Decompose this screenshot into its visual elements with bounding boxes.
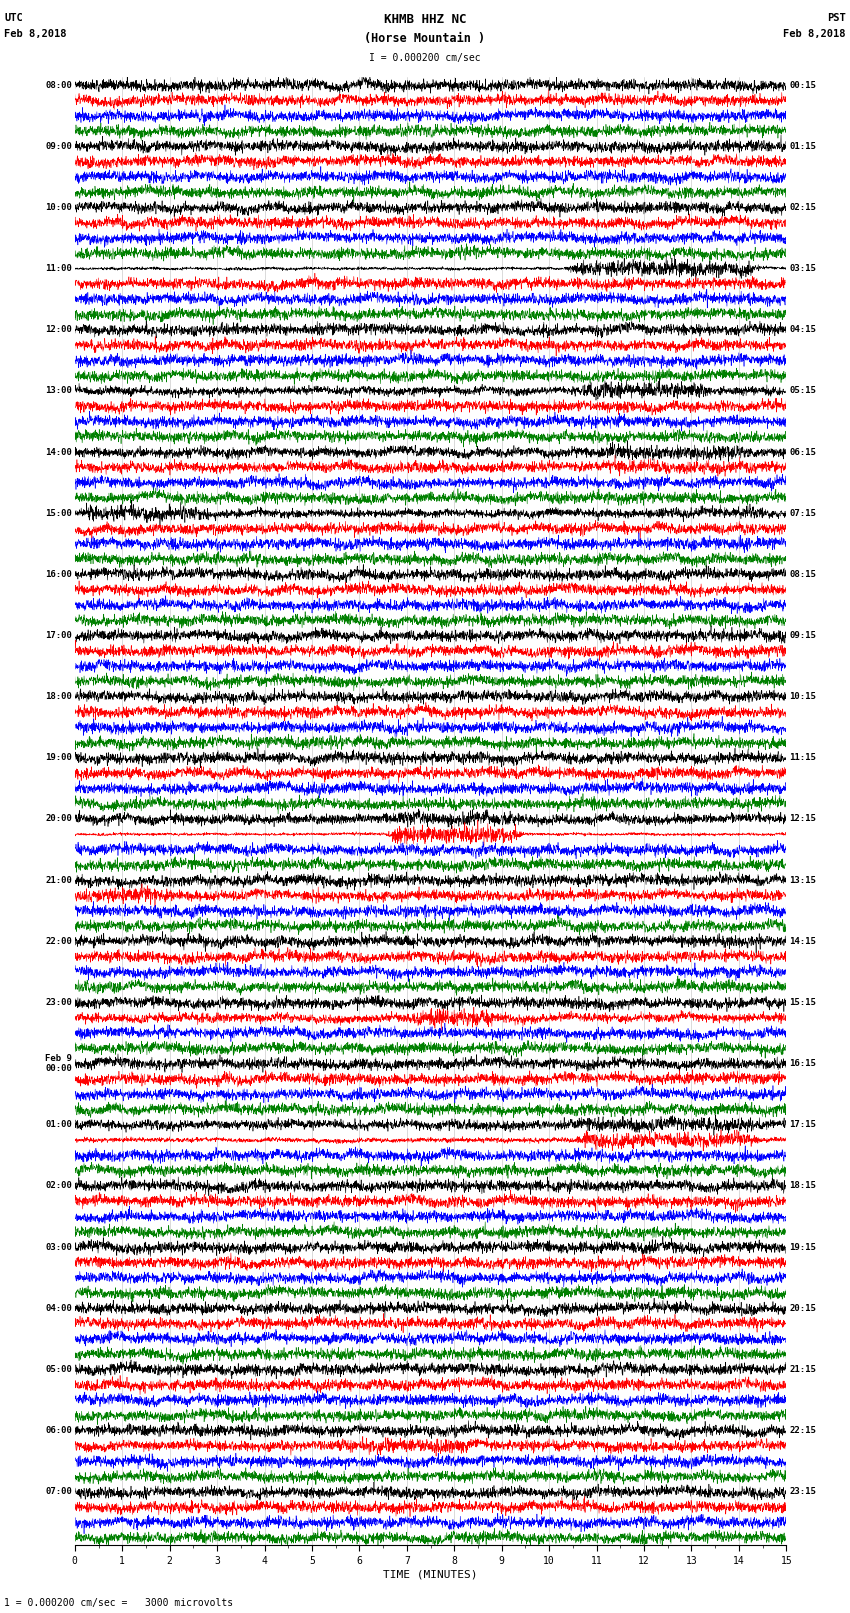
Text: 21:15: 21:15 [789, 1365, 816, 1374]
Text: 22:15: 22:15 [789, 1426, 816, 1436]
Text: 01:15: 01:15 [789, 142, 816, 150]
Text: 12:00: 12:00 [45, 326, 72, 334]
Text: 16:15: 16:15 [789, 1060, 816, 1068]
Text: 23:00: 23:00 [45, 998, 72, 1007]
Text: UTC: UTC [4, 13, 23, 23]
Text: 20:15: 20:15 [789, 1303, 816, 1313]
Text: 05:15: 05:15 [789, 387, 816, 395]
Text: 1 = 0.000200 cm/sec =   3000 microvolts: 1 = 0.000200 cm/sec = 3000 microvolts [4, 1598, 234, 1608]
Text: 07:00: 07:00 [45, 1487, 72, 1497]
Text: 19:15: 19:15 [789, 1242, 816, 1252]
Text: 02:00: 02:00 [45, 1181, 72, 1190]
Text: 00:15: 00:15 [789, 81, 816, 90]
Text: 16:00: 16:00 [45, 569, 72, 579]
Text: 04:15: 04:15 [789, 326, 816, 334]
Text: 06:15: 06:15 [789, 447, 816, 456]
Text: 15:15: 15:15 [789, 998, 816, 1007]
Text: 13:15: 13:15 [789, 876, 816, 884]
Text: 17:15: 17:15 [789, 1121, 816, 1129]
X-axis label: TIME (MINUTES): TIME (MINUTES) [383, 1569, 478, 1579]
Text: Feb 8,2018: Feb 8,2018 [783, 29, 846, 39]
Text: (Horse Mountain ): (Horse Mountain ) [365, 32, 485, 45]
Text: 13:00: 13:00 [45, 387, 72, 395]
Text: 19:00: 19:00 [45, 753, 72, 763]
Text: 08:15: 08:15 [789, 569, 816, 579]
Text: 03:00: 03:00 [45, 1242, 72, 1252]
Text: 23:15: 23:15 [789, 1487, 816, 1497]
Text: 22:00: 22:00 [45, 937, 72, 945]
Text: 10:15: 10:15 [789, 692, 816, 702]
Text: 18:00: 18:00 [45, 692, 72, 702]
Text: KHMB HHZ NC: KHMB HHZ NC [383, 13, 467, 26]
Text: 05:00: 05:00 [45, 1365, 72, 1374]
Text: 14:00: 14:00 [45, 447, 72, 456]
Text: 18:15: 18:15 [789, 1181, 816, 1190]
Text: 21:00: 21:00 [45, 876, 72, 884]
Text: 01:00: 01:00 [45, 1121, 72, 1129]
Text: 11:00: 11:00 [45, 265, 72, 273]
Text: 07:15: 07:15 [789, 508, 816, 518]
Text: 14:15: 14:15 [789, 937, 816, 945]
Text: 06:00: 06:00 [45, 1426, 72, 1436]
Text: 17:00: 17:00 [45, 631, 72, 640]
Text: 10:00: 10:00 [45, 203, 72, 211]
Text: Feb 8,2018: Feb 8,2018 [4, 29, 67, 39]
Text: 09:15: 09:15 [789, 631, 816, 640]
Text: 12:15: 12:15 [789, 815, 816, 824]
Text: Feb 9
00:00: Feb 9 00:00 [45, 1053, 72, 1073]
Text: 08:00: 08:00 [45, 81, 72, 90]
Text: 15:00: 15:00 [45, 508, 72, 518]
Text: PST: PST [827, 13, 846, 23]
Text: 02:15: 02:15 [789, 203, 816, 211]
Text: 09:00: 09:00 [45, 142, 72, 150]
Text: 20:00: 20:00 [45, 815, 72, 824]
Text: I = 0.000200 cm/sec: I = 0.000200 cm/sec [369, 53, 481, 63]
Text: 03:15: 03:15 [789, 265, 816, 273]
Text: 11:15: 11:15 [789, 753, 816, 763]
Text: 04:00: 04:00 [45, 1303, 72, 1313]
